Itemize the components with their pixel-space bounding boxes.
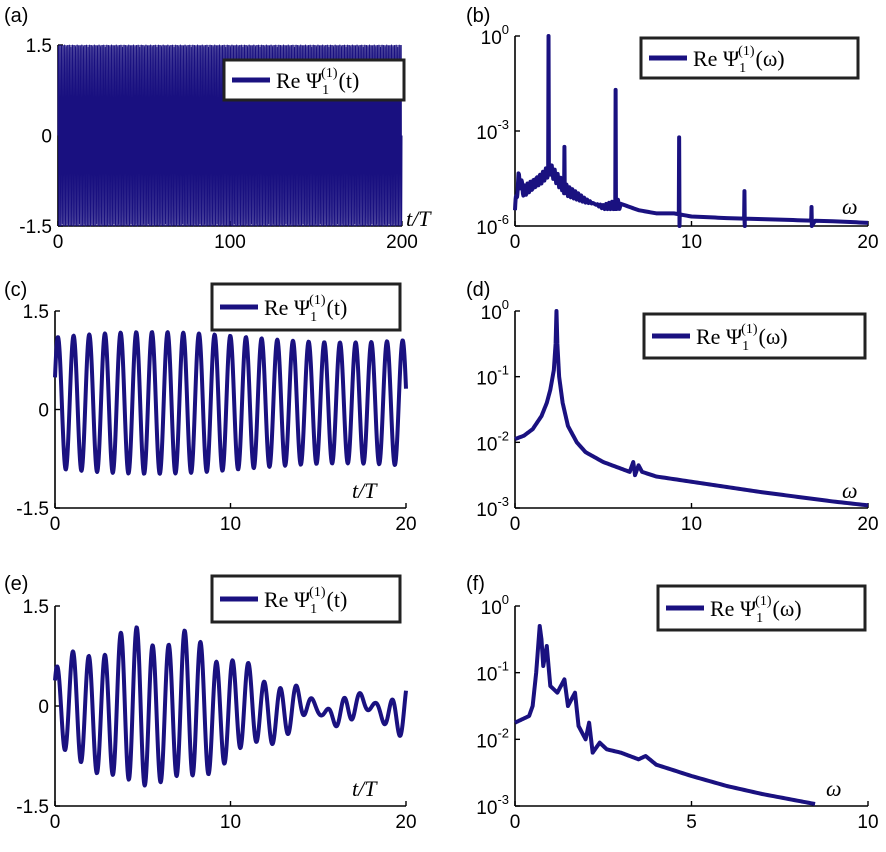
legend-label: Re Ψ1(1)(ω) xyxy=(693,44,785,76)
x-tick-label: 200 xyxy=(386,232,418,253)
x-tick-label: 0 xyxy=(53,232,64,253)
panel-e: (e)0 10 20-1.501.5t/TRe Ψ1(1)(t) xyxy=(4,573,417,833)
x-tick-label: 10 xyxy=(681,232,702,253)
y-tick-label: 10-3 xyxy=(476,117,509,144)
y-tick-label: 10-2 xyxy=(476,428,509,455)
x-tick-label: 20 xyxy=(395,514,416,535)
y-tick-label: 10-6 xyxy=(476,212,509,239)
y-tick-label: 100 xyxy=(481,22,509,49)
y-tick-label: -1.5 xyxy=(19,217,52,238)
y-tick-label: 10-2 xyxy=(476,725,509,752)
y-tick-label: 100 xyxy=(481,592,509,619)
panel-a: (a)0 100 200-1.501.5t/TRe Ψ1(1)(t) xyxy=(4,5,432,253)
x-axis-label: ω xyxy=(826,776,842,801)
x-tick-label: 100 xyxy=(214,232,246,253)
panel-d: (d) 0 10 20 10-3 10-2 10-1 100 ω Re Ψ1(1)(ω) xyxy=(466,279,879,535)
x-tick-label: 10 xyxy=(220,514,241,535)
series-line xyxy=(513,309,869,508)
panel-b: (b) 0 10 20 10-6 10-3 100 ω Re Ψ1(1)(ω) xyxy=(466,5,879,253)
x-tick-label: 0 xyxy=(50,812,61,833)
y-tick-label: 100 xyxy=(481,297,509,324)
x-tick-label: 0 xyxy=(510,812,521,833)
y-tick-label: 10-1 xyxy=(476,659,509,686)
panel-label: (c) xyxy=(4,279,27,301)
legend-label: Re Ψ1(1)(ω) xyxy=(710,594,802,626)
legend-label: Re Ψ1(1)(t) xyxy=(264,585,347,617)
x-axis-label: t/T xyxy=(352,776,378,801)
series-line xyxy=(513,34,869,228)
x-tick-label: 10 xyxy=(681,514,702,535)
x-tick-label: 0 xyxy=(50,514,61,535)
panel-label: (a) xyxy=(4,5,28,27)
x-tick-label: 0 xyxy=(510,232,521,253)
panel-f: (f) 0 5 10 10-3 10-2 10-1 100 ω Re Ψ1(1)(ω) xyxy=(466,573,879,833)
x-axis-label: t/T xyxy=(352,478,378,503)
x-tick-label: 20 xyxy=(857,514,878,535)
legend-label: Re Ψ1(1)(t) xyxy=(264,293,347,325)
x-tick-label: 20 xyxy=(395,812,416,833)
y-tick-label: 10-3 xyxy=(476,792,509,819)
x-tick-label: 10 xyxy=(857,812,878,833)
y-tick-label: 0 xyxy=(38,697,49,718)
y-tick-label: -1.5 xyxy=(16,797,49,818)
panel-label: (e) xyxy=(4,573,28,595)
y-tick-label: 0 xyxy=(38,401,49,422)
legend-label: Re Ψ1(1)(t) xyxy=(276,66,359,98)
x-tick-label: 10 xyxy=(220,812,241,833)
panel-c: (c)0 10 20-1.501.5t/TRe Ψ1(1)(t) xyxy=(4,279,417,535)
legend-label: Re Ψ1(1)(ω) xyxy=(696,322,788,354)
x-axis-label: t/T xyxy=(406,206,432,231)
y-tick-label: 1.5 xyxy=(23,302,49,323)
panel-label: (b) xyxy=(466,5,490,27)
y-tick-label: 10-1 xyxy=(476,363,509,390)
series-line xyxy=(53,330,408,476)
y-tick-label: 10-3 xyxy=(476,494,509,521)
y-tick-label: 0 xyxy=(41,127,52,148)
x-axis-label: ω xyxy=(842,478,858,503)
x-tick-label: 20 xyxy=(857,232,878,253)
series-line xyxy=(53,625,408,788)
panel-label: (d) xyxy=(466,279,490,301)
x-tick-label: 5 xyxy=(686,812,697,833)
series-line xyxy=(513,624,816,806)
panel-label: (f) xyxy=(466,573,485,595)
x-tick-label: 0 xyxy=(510,514,521,535)
x-axis-label: ω xyxy=(842,194,858,219)
y-tick-label: 1.5 xyxy=(23,597,49,618)
y-tick-label: 1.5 xyxy=(26,36,52,57)
y-tick-label: -1.5 xyxy=(16,499,49,520)
